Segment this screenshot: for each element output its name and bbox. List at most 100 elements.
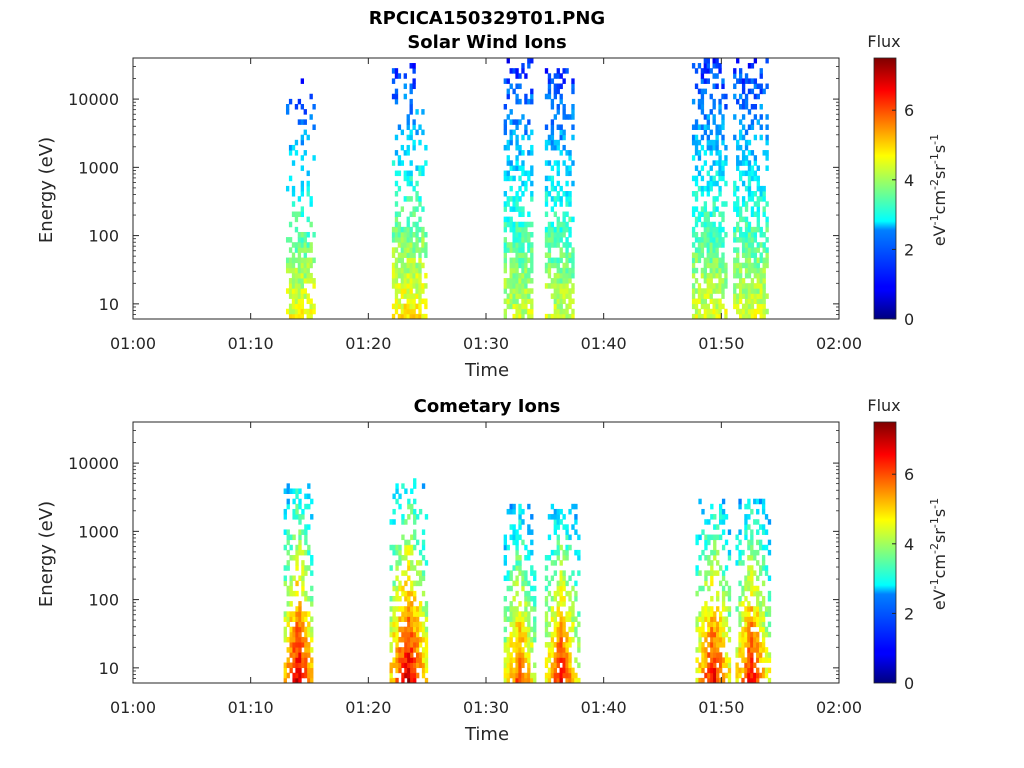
spectrogram-cell (750, 565, 754, 571)
spectrogram-cell (410, 626, 414, 633)
spectrogram-cell (292, 631, 296, 638)
spectrogram-cell (744, 104, 749, 110)
spectrogram-cell (406, 216, 410, 223)
spectrogram-cell (283, 662, 287, 669)
spectrogram-cell (424, 272, 428, 279)
spectrogram-cell (412, 185, 416, 192)
spectrogram-cell (761, 544, 766, 551)
spectrogram-cell (400, 231, 405, 238)
spectrogram-cell (394, 68, 399, 74)
spectrogram-cell (410, 565, 414, 571)
spectrogram-cell (553, 73, 557, 79)
spectrogram-cell (568, 662, 572, 669)
spectrogram-cell (718, 565, 723, 571)
spectrogram-cell (747, 514, 751, 520)
spectrogram-cell (412, 278, 416, 284)
spectrogram-cell (404, 544, 408, 551)
spectrogram-cell (392, 657, 396, 663)
spectrogram-cell (565, 657, 569, 663)
spectrogram-cell (533, 672, 537, 679)
spectrogram-cell (568, 252, 572, 258)
spectrogram-cell (691, 124, 696, 130)
spectrogram-cell (710, 616, 714, 622)
spectrogram-cell (294, 288, 299, 294)
spectrogram-cell (762, 308, 766, 315)
spectrogram-cell (733, 237, 737, 243)
spectrogram-cell (715, 313, 719, 320)
spectrogram-cell (301, 616, 305, 622)
spectrogram-cell (406, 278, 410, 284)
spectrogram-cell (715, 139, 719, 146)
spectrogram-cell (521, 303, 525, 310)
spectrogram-cell (715, 206, 719, 212)
spectrogram-cell (547, 83, 552, 90)
spectrogram-cell (307, 647, 311, 653)
spectrogram-cell (715, 124, 719, 130)
spectrogram-cell (698, 631, 702, 638)
spectrogram-cell (421, 483, 426, 489)
spectrogram-cell (288, 308, 293, 315)
spectrogram-cell (703, 272, 708, 279)
spectrogram-cell (562, 68, 566, 74)
spectrogram-cell (562, 524, 566, 530)
spectrogram-cell (304, 636, 308, 643)
spectrogram-cell (518, 257, 522, 264)
spectrogram-cell (530, 88, 534, 95)
spectrogram-cell (759, 252, 763, 258)
spectrogram-cell (744, 242, 749, 248)
spectrogram-cell (550, 606, 555, 612)
spectrogram-cell (515, 237, 519, 243)
spectrogram-cell (700, 68, 705, 74)
spectrogram-cell (530, 308, 534, 315)
spectrogram-cell (544, 211, 549, 218)
spectrogram-cell (750, 585, 754, 592)
spectrogram-cell (300, 211, 305, 218)
spectrogram-cell (736, 185, 740, 192)
spectrogram-cell (710, 647, 714, 653)
spectrogram-cell (736, 211, 740, 218)
spectrogram-cell (707, 519, 711, 525)
spectrogram-cell (518, 642, 522, 648)
spectrogram-cell (721, 570, 726, 576)
spectrogram-cell (559, 303, 563, 310)
spectrogram-cell (301, 580, 305, 587)
spectrogram-cell (418, 642, 423, 648)
spectrogram-cell (533, 631, 537, 638)
spectrogram-cell (694, 216, 699, 223)
spectrogram-cell (744, 73, 749, 79)
spectrogram-cell (289, 590, 293, 597)
spectrogram-cell (301, 657, 305, 663)
spectrogram-cell (759, 134, 763, 141)
spectrogram-cell (733, 201, 737, 207)
spectrogram-cell (506, 170, 510, 177)
spectrogram-cell (410, 631, 414, 638)
spectrogram-cell (747, 88, 752, 95)
spectrogram-cell (283, 616, 287, 622)
spectrogram-cell (724, 267, 728, 274)
spectrogram-cell (395, 657, 399, 663)
spectrogram-cell (559, 278, 563, 284)
spectrogram-cell (709, 226, 713, 233)
spectrogram-cell (694, 196, 699, 202)
spectrogram-cell (718, 160, 722, 166)
spectrogram-cell (418, 662, 423, 669)
spectrogram-cell (577, 621, 581, 628)
spectrogram-cell (741, 303, 746, 310)
spectrogram-cell (550, 237, 555, 243)
spectrogram-cell (412, 78, 416, 84)
spectrogram-cell (518, 231, 522, 238)
spectrogram-cell (565, 211, 569, 218)
spectrogram-cell (409, 283, 413, 289)
spectrogram-cell (527, 657, 531, 663)
spectrogram-cell (285, 109, 290, 115)
spectrogram-cell (761, 611, 766, 617)
spectrogram-cell (533, 621, 537, 628)
spectrogram-cell (761, 560, 766, 566)
spectrogram-cell (404, 662, 408, 669)
spectrogram-cell (285, 288, 290, 294)
spectrogram-cell (736, 226, 740, 233)
spectrogram-cell (300, 231, 305, 238)
spectrogram-cell (756, 585, 760, 592)
spectrogram-cell (289, 652, 293, 658)
spectrogram-cell (310, 677, 314, 684)
